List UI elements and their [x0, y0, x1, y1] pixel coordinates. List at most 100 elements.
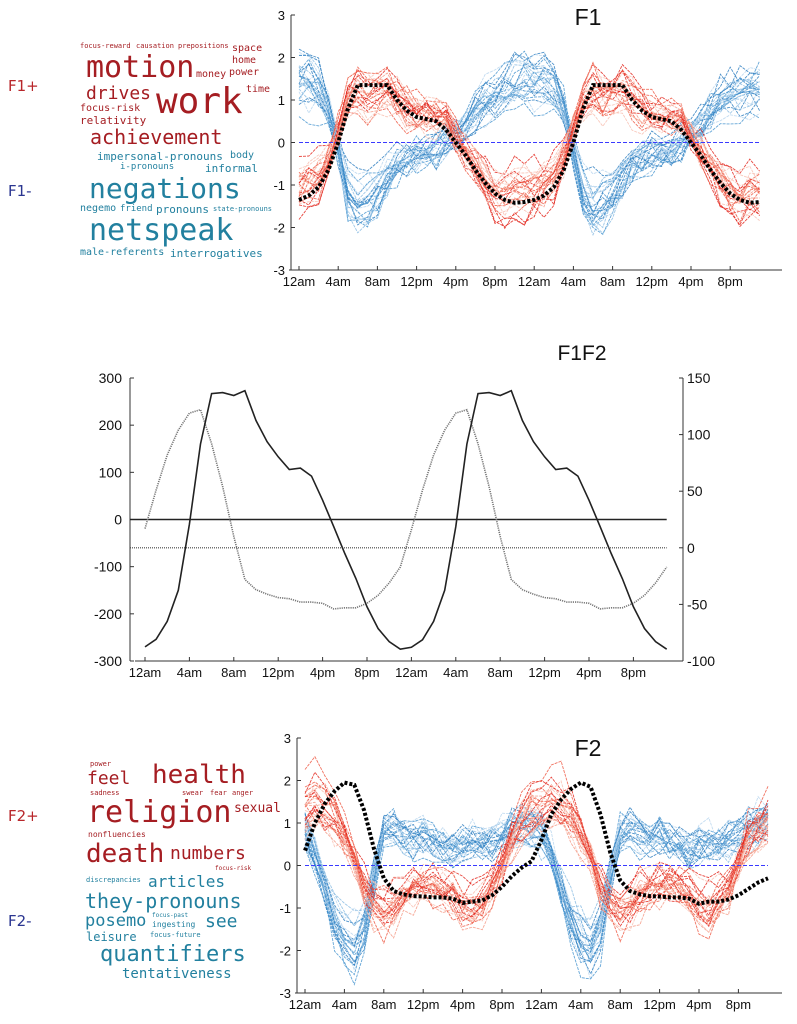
- x-tick-label: 12am: [518, 274, 551, 289]
- word: sadness: [90, 789, 120, 797]
- y-tick-label: -1: [279, 901, 291, 916]
- word: religion: [87, 795, 232, 830]
- y-tick-label: 0: [278, 136, 285, 151]
- word: negemo: [80, 203, 117, 214]
- x-tick-label: 12am: [289, 997, 322, 1012]
- positive-series-line: [304, 804, 769, 924]
- word: articles: [148, 872, 226, 891]
- x-tick-label: 4am: [568, 997, 593, 1012]
- x-tick-label: 8am: [488, 665, 513, 680]
- word: netspeak: [89, 213, 234, 248]
- word: feel: [87, 768, 131, 789]
- word: health: [152, 760, 246, 790]
- positive-series-line: [304, 816, 769, 916]
- y-tick-label: -3: [273, 263, 285, 278]
- x-tick-label: 4pm: [576, 665, 601, 680]
- word: space: [232, 43, 263, 54]
- positive-series-line: [304, 803, 769, 905]
- word: swear: [182, 789, 204, 797]
- word: body: [230, 150, 255, 161]
- word: power: [229, 67, 260, 78]
- x-tick-label: 4am: [561, 274, 586, 289]
- negative-series-line: [304, 833, 769, 952]
- word: male-referents: [80, 247, 165, 258]
- word: anger: [232, 789, 254, 797]
- x-tick-label: 12am: [283, 274, 316, 289]
- y-tick-label: -2: [279, 944, 291, 959]
- word: friend: [120, 204, 153, 214]
- positive-series-line: [298, 109, 760, 191]
- y-tick-label: -3: [279, 986, 291, 1001]
- left-y-tick-label: -300: [94, 653, 122, 669]
- x-tick-label: 8am: [600, 274, 625, 289]
- x-tick-label: 12am: [129, 665, 162, 680]
- word: see: [205, 911, 238, 932]
- y-tick-label: 3: [284, 731, 291, 746]
- negative-series-line: [298, 50, 761, 228]
- negative-series-line: [298, 93, 760, 216]
- word: they-pronouns: [85, 889, 242, 913]
- positive-series-line: [304, 780, 769, 934]
- y-tick-label: -1: [273, 178, 285, 193]
- x-tick-label: 4am: [326, 274, 351, 289]
- word: prepositions: [178, 42, 229, 50]
- x-tick-label: 8pm: [726, 997, 751, 1012]
- x-tick-label: 4am: [332, 997, 357, 1012]
- word: posemo: [85, 911, 147, 931]
- word: informal: [205, 162, 258, 175]
- x-tick-label: 4am: [443, 665, 468, 680]
- positive-series-line: [304, 776, 769, 922]
- x-tick-label: 8pm: [718, 274, 743, 289]
- x-tick-label: 8pm: [621, 665, 646, 680]
- x-tick-label: 4pm: [686, 997, 711, 1012]
- x-tick-label: 4pm: [450, 997, 475, 1012]
- x-tick-label: 12am: [395, 665, 428, 680]
- x-tick-label: 8pm: [489, 997, 514, 1012]
- positive-series-line: [304, 787, 769, 925]
- left-y-tick-label: -100: [94, 559, 122, 575]
- positive-series-line: [304, 804, 769, 899]
- f2-negative-label: F2-: [8, 912, 32, 930]
- word: nonfluencies: [88, 830, 146, 839]
- positive-series-line: [298, 88, 760, 206]
- word: home: [232, 55, 257, 66]
- x-tick-label: 8pm: [482, 274, 507, 289]
- x-tick-label: 8am: [371, 997, 396, 1012]
- right-y-tick-label: 100: [687, 427, 711, 443]
- positive-series-line: [304, 792, 769, 917]
- right-y-tick-label: -100: [687, 653, 715, 669]
- word: work: [156, 81, 243, 122]
- word: ingesting: [152, 920, 196, 929]
- word: discrepancies: [86, 876, 141, 884]
- x-tick-label: 12pm: [636, 274, 669, 289]
- y-tick-label: 1: [284, 816, 291, 831]
- chart-title: F2: [575, 735, 602, 761]
- word: relativity: [80, 114, 147, 127]
- negative-series-line: [298, 78, 760, 203]
- word: tentativeness: [122, 966, 232, 982]
- chart-title: F1F2: [557, 342, 606, 365]
- word: sexual: [234, 801, 281, 816]
- positive-series-line: [298, 85, 760, 201]
- word: money: [196, 69, 227, 80]
- chart-title: F1: [575, 4, 602, 30]
- negative-series-line: [298, 53, 760, 217]
- x-tick-label: 4am: [177, 665, 202, 680]
- y-tick-label: 3: [278, 8, 285, 23]
- x-tick-label: 4pm: [443, 274, 468, 289]
- word: focus-risk: [80, 103, 141, 114]
- x-tick-label: 12pm: [643, 997, 676, 1012]
- word: numbers: [170, 843, 246, 864]
- dotted-series-line: [144, 408, 668, 610]
- positive-series-line: [304, 818, 769, 917]
- x-tick-label: 12am: [525, 997, 558, 1012]
- y-tick-label: 1: [278, 93, 285, 108]
- solid-series-line: [144, 389, 668, 651]
- y-tick-label: 0: [284, 859, 291, 874]
- negative-series-line: [298, 66, 760, 220]
- left-y-tick-label: 0: [114, 512, 122, 528]
- x-tick-label: 12pm: [407, 997, 440, 1012]
- word: fear: [210, 789, 227, 797]
